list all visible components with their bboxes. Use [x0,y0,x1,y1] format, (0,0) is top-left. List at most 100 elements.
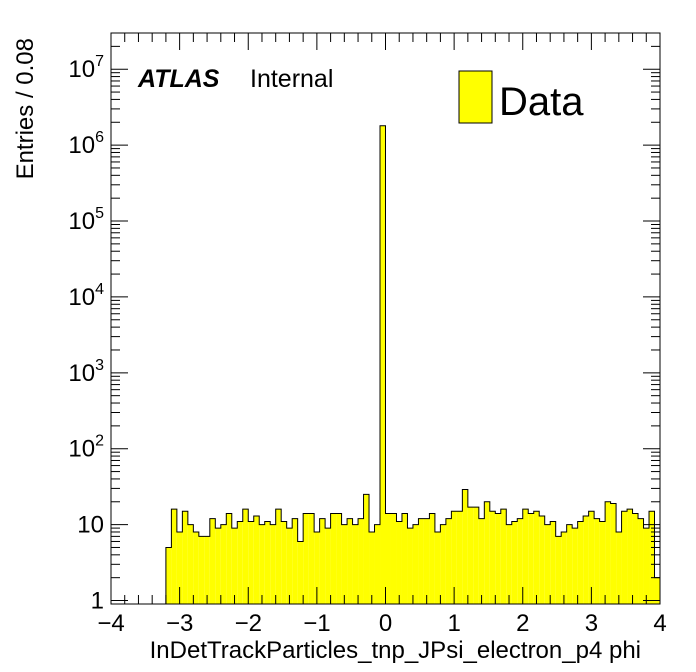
histogram-bar [544,524,551,604]
histogram-bar [319,518,326,604]
histogram-bar [632,513,639,604]
x-tick-label: 0 [379,610,392,637]
histogram-bar [550,521,556,604]
histogram-bar [594,518,600,604]
histogram-bar [528,513,534,604]
histogram-bar [264,521,271,604]
histogram-bar [643,528,650,604]
y-tick-label: 103 [68,357,104,387]
histogram-bar [555,536,562,604]
x-tick-label: −1 [303,610,330,637]
histogram-bar [451,511,457,604]
histogram-bar [193,531,199,604]
histogram-bar [330,513,337,604]
x-tick-label: 4 [653,610,666,637]
histogram-bar [649,511,655,604]
histogram-bar [396,521,402,604]
histogram-bars [165,125,661,605]
x-tick-label: 3 [585,610,598,637]
histogram-bar [577,521,584,604]
histogram-bar [445,518,452,604]
histogram-bar [522,509,529,604]
histogram-bar [226,513,232,604]
histogram-bar [380,125,386,605]
histogram-bar [489,511,496,604]
histogram-bar [358,518,364,604]
legend-swatch-data [458,70,493,124]
y-axis: 1 10 102 103 104 105 106 107 [68,32,660,615]
histogram-bar [374,524,381,604]
histogram-bar [242,509,249,604]
histogram-bar [275,509,282,604]
y-tick-label: 106 [68,129,104,159]
histogram-bar [506,524,512,604]
x-tick-label: 2 [516,610,529,637]
histogram-bar [270,524,276,604]
histogram-bar [456,511,463,604]
histogram-bar [638,518,644,604]
histogram-bar [467,507,474,604]
y-tick-label: 10 [77,512,104,539]
histogram-bar [341,524,348,604]
histogram-bar [303,513,309,604]
histogram-bar [215,528,221,604]
histogram-bar [259,524,265,604]
atlas-internal-label: Internal [250,65,333,93]
histogram-bar [566,524,573,604]
histogram-bar [599,521,606,604]
histogram-bar [478,518,485,604]
histogram-bar [281,521,287,604]
histogram-bar [369,531,375,604]
histogram-bar [434,531,441,604]
histogram-outline [165,125,661,604]
histogram-bar [248,521,254,604]
histogram-bar [209,518,216,604]
histogram-bar [308,513,315,604]
histogram-bar [654,577,660,604]
x-tick-label: −3 [166,610,193,637]
histogram-bar [418,518,424,604]
histogram-bar [187,524,194,604]
histogram-bar [511,521,518,604]
histogram-bar [231,528,238,604]
y-axis-label: Entries / 0.08 [12,38,39,179]
histogram-bar [610,503,617,604]
histogram-bar [314,531,320,604]
x-tick-label: 1 [447,610,460,637]
histogram-bar [484,501,490,604]
histogram-bar [297,541,304,604]
histogram-bar [182,511,188,604]
y-tick-label: 1 [91,588,104,615]
histogram-bar [533,511,540,604]
histogram-bar [605,501,611,604]
histogram-bar [440,524,446,604]
histogram-bar [423,518,430,604]
histogram-bar [407,528,413,604]
legend-label-data: Data [499,80,584,124]
histogram-bar [500,509,507,604]
y-tick-label: 102 [68,433,104,463]
histogram-bar [385,513,391,604]
y-tick-label: 104 [68,281,104,311]
histogram-bar [176,531,183,604]
histogram-bar [292,518,298,604]
histogram-bar [325,528,331,604]
y-tick-label: 105 [68,205,104,235]
x-axis-label: InDetTrackParticles_tnp_JPsi_electron_p4… [150,637,641,664]
histogram-bar [253,515,260,604]
histogram-bar [517,518,523,604]
histogram-bar [220,524,227,604]
histogram-bar [390,513,397,604]
histogram-bar [198,536,205,604]
histogram-bar [401,513,408,604]
x-tick-label: −2 [235,610,262,637]
histogram-bar [352,524,359,604]
histogram-bar [336,513,342,604]
histogram-bar [495,513,501,604]
histogram-bar [412,524,419,604]
x-tick-label: −4 [97,610,124,637]
y-tick-label: 107 [68,53,104,83]
histogram-bar [347,518,353,604]
histogram-bar [621,511,628,604]
